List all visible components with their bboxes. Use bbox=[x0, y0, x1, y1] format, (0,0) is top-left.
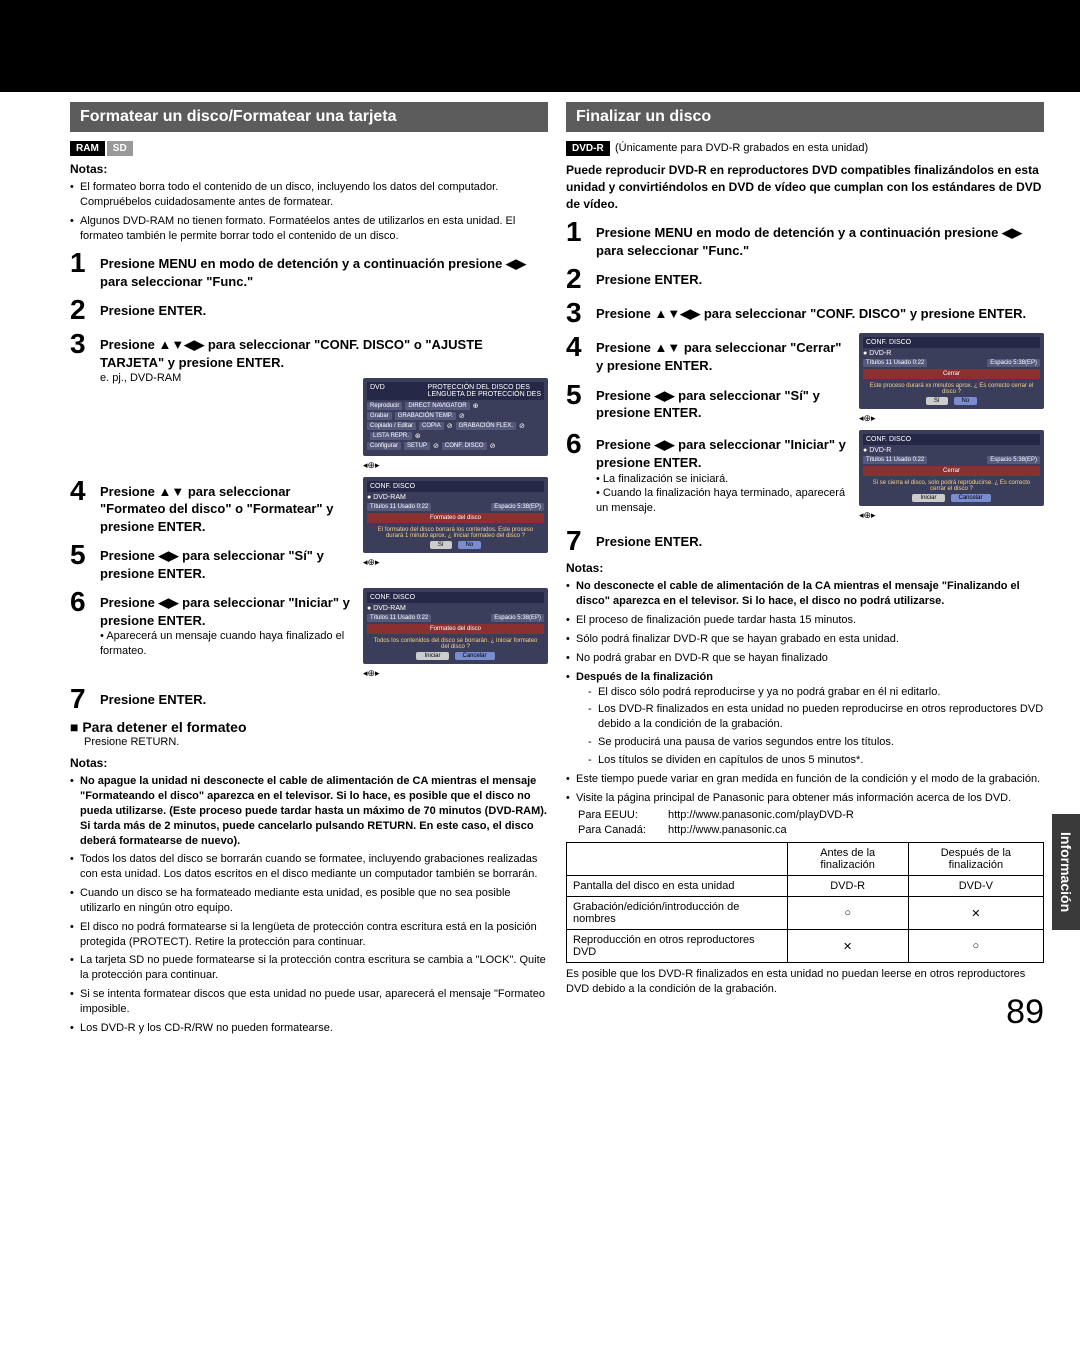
page-number: 89 bbox=[1006, 993, 1044, 1032]
step-num: 1 bbox=[70, 249, 92, 277]
finalize-table: Antes de la finalización Después de la f… bbox=[566, 842, 1044, 963]
step-text: Presione ▲▼◀▶ para seleccionar "CONF. DI… bbox=[596, 299, 1026, 323]
r-subnote: Se producirá una pausa de varios segundo… bbox=[588, 735, 1044, 750]
url-row: Para Canadá:http://www.panasonic.ca bbox=[578, 824, 1044, 836]
step-num: 4 bbox=[566, 333, 588, 361]
step-text: Presione ◀▶ para seleccionar "Sí" y pres… bbox=[596, 381, 851, 422]
r-note: No podrá grabar en DVD-R que se hayan fi… bbox=[566, 651, 1044, 666]
step-text: Presione ENTER. bbox=[596, 265, 702, 289]
step-text: Presione ◀▶ para seleccionar "Sí" y pres… bbox=[100, 541, 355, 582]
post-note: No apague la unidad ni desconecte el cab… bbox=[70, 774, 548, 848]
post-note: La tarjeta SD no puede formatearse si la… bbox=[70, 953, 548, 983]
step-num: 7 bbox=[566, 527, 588, 555]
step-text: Presione ▲▼ para seleccionar "Cerrar" y … bbox=[596, 333, 851, 374]
step-text: Presione ◀▶ para seleccionar "Iniciar" y… bbox=[100, 588, 355, 659]
pre-note: El formateo borra todo el contenido de u… bbox=[70, 180, 548, 210]
stop-format-text: Presione RETURN. bbox=[84, 735, 548, 750]
step-text: Presione ENTER. bbox=[596, 527, 702, 551]
r-note: Visite la página principal de Panasonic … bbox=[566, 791, 1044, 806]
badge-ram: RAM bbox=[70, 141, 105, 156]
notas-label: Notas: bbox=[70, 756, 548, 770]
fig-conf-disco-2: CONF. DISCO ● DVD-RAM Títulos 11 Usado 0… bbox=[363, 588, 548, 664]
step-text: Presione MENU en modo de detención y a c… bbox=[100, 249, 548, 290]
right-section-title: Finalizar un disco bbox=[566, 102, 1044, 132]
step-num: 6 bbox=[566, 430, 588, 458]
fig-menu: DVDPROTECCIÓN DEL DISCO DESLENGÜETA DE P… bbox=[363, 378, 548, 456]
step-num: 4 bbox=[70, 477, 92, 505]
step-num: 6 bbox=[70, 588, 92, 616]
example-text: e. pj., DVD-RAM bbox=[100, 372, 355, 384]
badge-dvdr: DVD-R bbox=[566, 141, 610, 156]
r-note: Sólo podrá finalizar DVD-R que se hayan … bbox=[566, 632, 1044, 647]
r-subnote: Los DVD-R finalizados en esta unidad no … bbox=[588, 702, 1044, 732]
step-text: Presione ▲▼◀▶ para seleccionar "CONF. DI… bbox=[100, 330, 548, 371]
step-text: Presione ◀▶ para seleccionar "Iniciar" y… bbox=[596, 430, 851, 516]
badge-note: (Únicamente para DVD-R grabados en esta … bbox=[615, 142, 868, 154]
nav-icon: ◂⊕▸ bbox=[859, 413, 1044, 424]
pre-note: Algunos DVD-RAM no tienen formato. Forma… bbox=[70, 214, 548, 244]
fig-conf-disco-r1: CONF. DISCO ● DVD-R Títulos 11 Usado 0:2… bbox=[859, 333, 1044, 409]
r-note: El proceso de finalización puede tardar … bbox=[566, 613, 1044, 628]
post-note: Si se intenta formatear discos que esta … bbox=[70, 987, 548, 1017]
post-note: Los DVD-R y los CD-R/RW no pueden format… bbox=[70, 1021, 548, 1036]
post-note: Todos los datos del disco se borrarán cu… bbox=[70, 852, 548, 882]
notas-label: Notas: bbox=[566, 561, 1044, 575]
r-note: No desconecte el cable de alimentación d… bbox=[566, 579, 1044, 609]
step-num: 1 bbox=[566, 218, 588, 246]
step-text: Presione ENTER. bbox=[100, 685, 206, 709]
header-black-bar bbox=[0, 0, 1080, 92]
step-num: 7 bbox=[70, 685, 92, 713]
notas-label: Notas: bbox=[70, 162, 548, 176]
post-note: Cuando un disco se ha formateado mediant… bbox=[70, 886, 548, 916]
fig-conf-disco-r2: CONF. DISCO ● DVD-R Títulos 11 Usado 0:2… bbox=[859, 430, 1044, 506]
nav-icon: ◂⊕▸ bbox=[363, 668, 548, 679]
step-num: 2 bbox=[566, 265, 588, 293]
side-tab: Información bbox=[1052, 814, 1080, 930]
step-num: 5 bbox=[566, 381, 588, 409]
fig-conf-disco-1: CONF. DISCO ● DVD-RAM Títulos 11 Usado 0… bbox=[363, 477, 548, 553]
nav-icon: ◂⊕▸ bbox=[363, 460, 548, 471]
r-subnote: Los títulos se dividen en capítulos de u… bbox=[588, 753, 1044, 768]
url-row: Para EEUU:http://www.panasonic.com/playD… bbox=[578, 809, 1044, 821]
stop-format-label: ■ Para detener el formateo bbox=[70, 719, 548, 735]
step-num: 2 bbox=[70, 296, 92, 324]
r-note: Después de la finalización El disco sólo… bbox=[566, 670, 1044, 768]
nav-icon: ◂⊕▸ bbox=[363, 557, 548, 568]
r-subnote: El disco sólo podrá reproducirse y ya no… bbox=[588, 685, 1044, 700]
post-note: El disco no podrá formatearse si la leng… bbox=[70, 920, 548, 950]
step-text: Presione MENU en modo de detención y a c… bbox=[596, 218, 1044, 259]
step-num: 5 bbox=[70, 541, 92, 569]
step-num: 3 bbox=[70, 330, 92, 358]
step-num: 3 bbox=[566, 299, 588, 327]
table-footnote: Es posible que los DVD-R finalizados en … bbox=[566, 967, 1044, 997]
r-note: Este tiempo puede variar en gran medida … bbox=[566, 772, 1044, 787]
badge-sd: SD bbox=[107, 141, 133, 156]
step-text: Presione ▲▼ para seleccionar "Formateo d… bbox=[100, 477, 355, 536]
left-section-title: Formatear un disco/Formatear una tarjeta bbox=[70, 102, 548, 132]
step-text: Presione ENTER. bbox=[100, 296, 206, 320]
intro-text: Puede reproducir DVD-R en reproductores … bbox=[566, 162, 1044, 212]
nav-icon: ◂⊕▸ bbox=[859, 510, 1044, 521]
